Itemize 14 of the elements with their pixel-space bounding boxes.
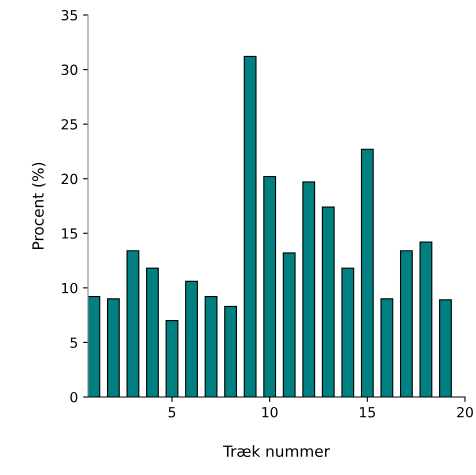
y-tick-label: 5 — [70, 338, 78, 348]
y-tick-label: 15 — [62, 228, 78, 239]
y-axis-title: Procent (%) — [32, 162, 46, 249]
x-axis-title: Træk nummer — [223, 445, 330, 457]
x-tick-label: 20 — [457, 406, 473, 418]
y-tick-label: 20 — [62, 174, 78, 184]
x-tick-label: 15 — [360, 407, 375, 418]
y-tick-label: 25 — [62, 119, 78, 130]
x-tick-label: 10 — [262, 406, 278, 418]
y-tick-label: 10 — [62, 282, 78, 294]
y-tick-label: 0 — [70, 392, 78, 402]
y-tick-label: 30 — [62, 64, 78, 76]
x-tick-label: 5 — [168, 407, 176, 418]
y-tick-label: 35 — [62, 10, 78, 20]
